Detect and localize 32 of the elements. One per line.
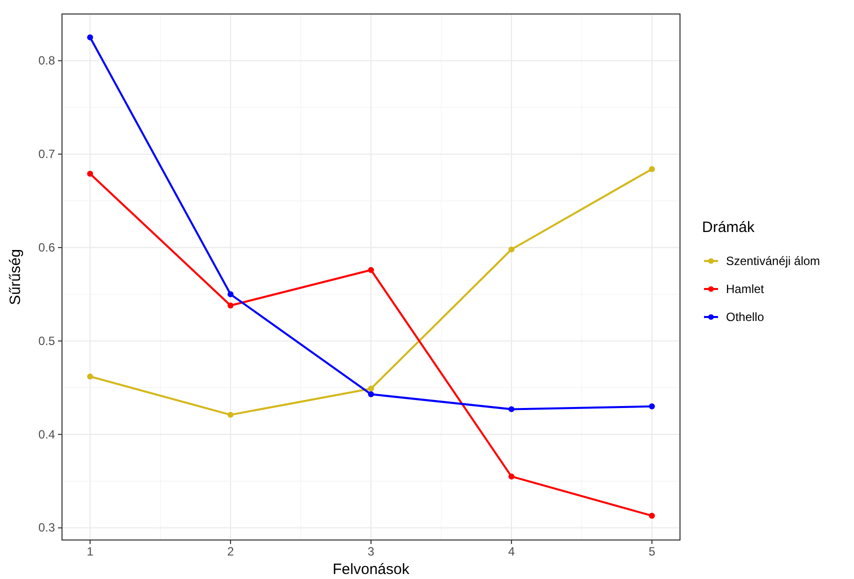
legend-title: Drámák xyxy=(702,219,756,236)
point xyxy=(228,412,234,418)
point xyxy=(87,34,94,40)
point xyxy=(368,391,374,398)
point xyxy=(228,302,234,308)
point xyxy=(508,406,514,412)
x-tick-label: 1 xyxy=(86,544,94,559)
point xyxy=(508,246,514,252)
legend-label: Othello xyxy=(726,310,764,324)
y-tick-label: 0.4 xyxy=(38,427,56,442)
legend-label: Hamlet xyxy=(726,282,765,296)
x-tick-label: 4 xyxy=(508,544,516,559)
point xyxy=(648,403,655,410)
point xyxy=(87,170,94,177)
y-tick-label: 0.8 xyxy=(38,54,56,68)
x-tick-label: 3 xyxy=(368,544,375,559)
point xyxy=(228,291,234,298)
point xyxy=(648,512,655,519)
legend-label: Szentivánéji álom xyxy=(726,254,820,268)
x-tick-label: 5 xyxy=(648,544,656,559)
y-tick-label: 0.7 xyxy=(38,146,56,161)
y-tick-label: 0.6 xyxy=(38,240,56,254)
point xyxy=(368,267,374,273)
x-tick-label: 2 xyxy=(227,544,234,559)
x-axis-title: Felvonások xyxy=(332,561,410,578)
y-tick-label: 0.5 xyxy=(38,334,56,348)
point xyxy=(87,374,94,380)
point xyxy=(648,166,655,172)
point xyxy=(508,473,514,480)
point xyxy=(368,386,374,392)
y-tick-label: 0.3 xyxy=(38,520,56,535)
y-axis-title: Sűrűség xyxy=(7,249,24,305)
